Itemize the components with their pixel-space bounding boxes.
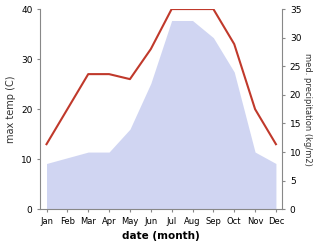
Y-axis label: med. precipitation (kg/m2): med. precipitation (kg/m2) xyxy=(303,53,313,165)
X-axis label: date (month): date (month) xyxy=(122,231,200,242)
Y-axis label: max temp (C): max temp (C) xyxy=(5,75,16,143)
